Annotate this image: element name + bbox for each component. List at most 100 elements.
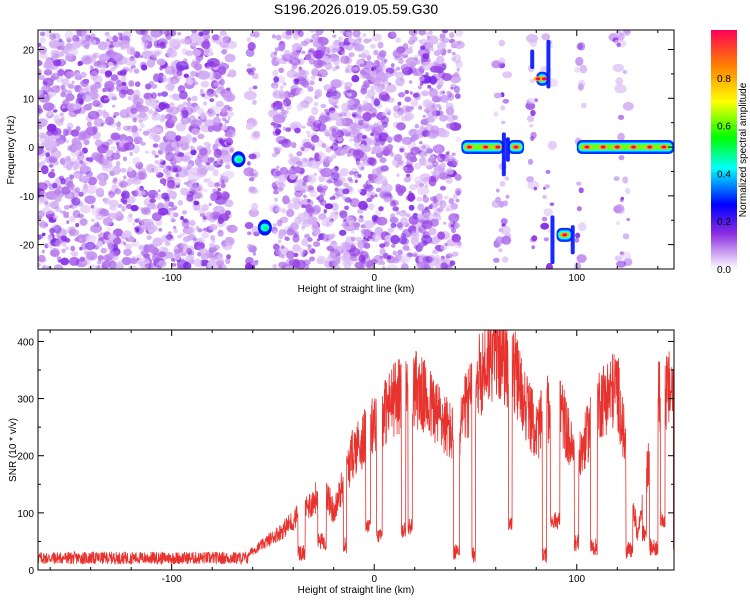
noise-dot: [221, 125, 228, 131]
noise-dot: [321, 218, 334, 227]
noise-dot: [61, 248, 66, 253]
noise-dot: [204, 211, 214, 221]
noise-dot: [403, 176, 411, 183]
noise-dot: [104, 70, 113, 77]
noise-dot: [419, 173, 431, 182]
noise-dot: [135, 187, 144, 197]
noise-dot: [65, 157, 71, 163]
noise-dot: [277, 186, 284, 192]
colorbar-tick-label: 0.0: [717, 265, 731, 276]
noise-dot: [452, 41, 459, 47]
noise-dot: [367, 203, 375, 210]
noise-dot: [454, 173, 462, 181]
noise-dot: [421, 220, 433, 230]
noise-dot: [620, 251, 632, 261]
noise-dot: [449, 32, 455, 39]
noise-dot: [180, 251, 187, 257]
noise-dot: [348, 179, 354, 184]
noise-dot: [313, 59, 323, 69]
noise-dot: [99, 68, 107, 75]
noise-dot: [172, 156, 183, 163]
noise-dot: [244, 222, 254, 229]
noise-dot: [425, 31, 430, 36]
noise-dot: [379, 247, 386, 256]
noise-dot: [53, 188, 62, 195]
noise-dot: [363, 38, 370, 44]
noise-dot: [138, 166, 142, 170]
colorbar-ticks: 0.0 0.2 0.4 0.6 0.8: [711, 74, 737, 276]
noise-dot: [128, 80, 135, 87]
noise-dot: [420, 45, 426, 50]
noise-dot: [220, 209, 227, 215]
noise-dot: [455, 198, 460, 203]
noise-dot: [422, 196, 429, 203]
noise-dot: [50, 201, 59, 209]
noise-dot: [612, 63, 625, 73]
noise-dot: [527, 180, 540, 190]
noise-dot: [207, 108, 214, 114]
noise-dot: [54, 239, 62, 247]
noise-dot: [87, 264, 97, 269]
noise-dot: [214, 183, 221, 188]
noise-dot: [353, 141, 361, 148]
noise-dot: [448, 198, 455, 205]
noise-dot: [136, 104, 146, 113]
noise-dot: [108, 260, 118, 269]
colorbar-label: Normalized spectral amplitude: [738, 82, 749, 217]
noise-dot: [168, 210, 175, 218]
noise-dot: [301, 125, 306, 129]
noise-dot: [180, 116, 190, 125]
noise-dot: [333, 139, 339, 146]
noise-dot: [298, 248, 306, 256]
spectral-streak: [501, 132, 506, 177]
noise-dot: [432, 204, 438, 211]
noise-dot: [173, 248, 181, 254]
noise-dot: [110, 152, 121, 160]
noise-dot: [80, 204, 91, 214]
noise-dot: [392, 158, 405, 168]
noise-dot: [340, 222, 347, 228]
noise-dot: [106, 153, 111, 157]
noise-dot: [110, 67, 116, 72]
noise-dot: [373, 122, 379, 128]
noise-dot: [445, 253, 453, 259]
noise-dot: [435, 263, 443, 269]
noise-dot: [139, 55, 143, 59]
noise-dot: [331, 127, 337, 133]
noise-dot: [127, 167, 133, 172]
noise-dot: [293, 201, 300, 210]
noise-dot: [418, 85, 422, 90]
noise-dot: [132, 222, 136, 226]
noise-dot: [61, 105, 65, 109]
noise-dot: [417, 241, 425, 249]
noise-dot: [413, 253, 418, 257]
noise-dot: [278, 253, 284, 258]
noise-dot: [218, 122, 223, 128]
noise-dot: [294, 127, 301, 134]
noise-dot: [501, 235, 512, 245]
noise-dot: [339, 229, 347, 236]
noise-dot: [376, 52, 386, 61]
noise-dot: [543, 208, 553, 217]
noise-dot: [616, 260, 627, 268]
noise-dot: [402, 228, 412, 238]
noise-dot: [529, 78, 536, 84]
colorbar: 0.0 0.2 0.4 0.6 0.8 Normalized spectral ampl…: [711, 30, 749, 276]
noise-dot: [269, 203, 281, 213]
noise-dot: [199, 148, 208, 156]
noise-dot: [330, 240, 338, 248]
noise-dot: [449, 260, 456, 266]
noise-dot: [66, 227, 71, 232]
noise-dot: [188, 227, 196, 235]
noise-dot: [362, 33, 367, 38]
noise-dot: [101, 141, 110, 149]
noise-dot: [399, 56, 404, 61]
noise-dot: [339, 167, 349, 177]
noise-dot: [216, 113, 220, 117]
noise-dot: [345, 64, 355, 73]
noise-dot: [344, 205, 350, 210]
noise-dot: [433, 144, 442, 151]
noise-dot: [312, 205, 321, 214]
noise-dot: [307, 86, 314, 92]
noise-dot: [367, 89, 376, 98]
